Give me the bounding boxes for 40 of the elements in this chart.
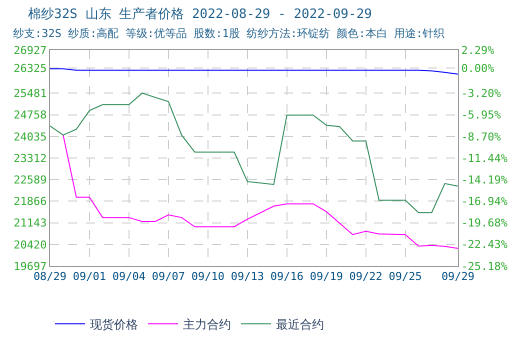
y-tick-label: 19697 [14,260,47,273]
y-tick-label: 24758 [14,108,47,122]
x-tick-label: 09/04 [112,270,146,284]
x-tick-label: 09/19 [310,270,343,284]
x-tick-label: 09/07 [152,270,186,284]
y-tick-label: 22589 [14,173,47,186]
y-tick-label: 24035 [14,130,47,144]
y-tick-label: 20420 [14,238,47,252]
line-series [62,134,458,249]
line-series [50,92,458,214]
y-tick-label: 25481 [14,87,47,100]
y-tick-label: 23312 [14,152,47,165]
y2-tick-label: 0.00% [461,62,495,75]
y-tick-label: 21866 [14,195,47,208]
y-tick-label: 26325 [14,62,47,75]
y-tick-label: 21143 [14,216,47,230]
x-tick-label: 09/10 [191,270,225,284]
y2-tick-label: -5.95% [461,108,502,122]
x-tick-label: 09/29 [441,270,475,284]
y2-tick-label: -14.19% [461,173,508,186]
y2-tick-label: -25.18% [461,260,508,273]
x-tick-label: 09/22 [349,270,382,284]
x-tick-label: 08/29 [33,270,67,284]
y2-tick-label: -8.70% [461,130,502,144]
y2-tick-label: -22.43% [461,238,508,252]
y-tick-label: 26927 [14,44,47,57]
y2-tick-label: -16.94% [461,195,508,208]
x-tick-label: 09/16 [270,270,304,284]
x-tick-label: 09/25 [388,270,422,284]
legend-label: 主力合约 [183,317,231,332]
legend-label: 最近合约 [276,317,324,332]
y2-tick-label: -19.68% [461,216,508,230]
chart-subtitle: 纱支:32S 纱质:高配 等级:优等品 股数:1股 纺纱方法:环锭纺 颜色:本白 用途:针织 [13,27,445,40]
legend-label: 现货价格 [90,317,138,332]
x-tick-label: 09/13 [230,270,264,284]
y2-tick-label: -3.20% [461,87,502,100]
chart-title: 棉纱32S 山东 生产者价格 2022-08-29 - 2022-09-29 [28,7,372,22]
y2-tick-label: -11.44% [461,152,508,165]
x-tick-label: 09/01 [72,270,106,284]
y2-tick-label: 2.29% [461,44,495,57]
